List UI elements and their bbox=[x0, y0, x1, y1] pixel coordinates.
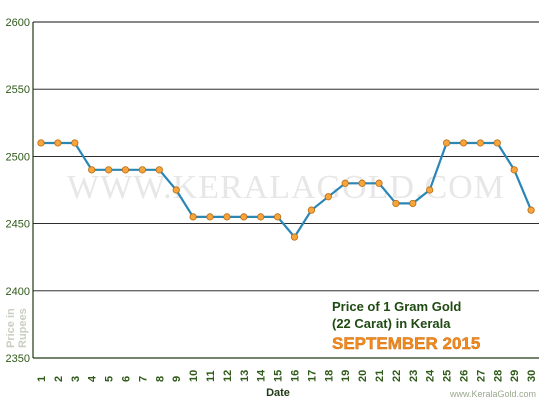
chart-subtitle: SEPTEMBER 2015 bbox=[332, 334, 480, 353]
data-point-16 bbox=[290, 233, 299, 241]
x-tick-label-13: 13 bbox=[239, 370, 251, 382]
x-tick-label-20: 20 bbox=[357, 370, 369, 382]
watermark-text: WWW.KERALAGOLD.COM bbox=[67, 169, 505, 206]
data-point-1 bbox=[37, 139, 45, 147]
data-point-8 bbox=[155, 166, 163, 174]
x-tick-label-14: 14 bbox=[256, 369, 268, 382]
data-point-23 bbox=[409, 199, 417, 208]
data-point-28 bbox=[493, 139, 501, 147]
x-tick-label-17: 17 bbox=[306, 370, 318, 382]
data-point-2 bbox=[54, 139, 62, 147]
x-tick-label-6: 6 bbox=[121, 376, 133, 382]
data-point-12 bbox=[223, 213, 231, 221]
x-tick-label-23: 23 bbox=[408, 370, 420, 382]
x-tick-label-15: 15 bbox=[273, 370, 285, 382]
x-tick-label-11: 11 bbox=[205, 370, 217, 382]
x-tick-label-24: 24 bbox=[425, 369, 437, 382]
data-point-18 bbox=[324, 193, 332, 201]
y-tick-label-2600: 2600 bbox=[6, 17, 30, 29]
y-tick-label-2500: 2500 bbox=[6, 151, 30, 163]
data-point-6 bbox=[121, 166, 130, 174]
x-tick-label-19: 19 bbox=[340, 370, 352, 382]
x-tick-label-4: 4 bbox=[87, 375, 99, 382]
chart-title-line-2: (22 Carat) in Kerala bbox=[332, 316, 451, 331]
data-point-5 bbox=[105, 166, 113, 174]
x-tick-label-29: 29 bbox=[509, 370, 521, 382]
x-tick-label-10: 10 bbox=[188, 370, 200, 382]
data-point-14 bbox=[257, 213, 265, 221]
data-point-24 bbox=[426, 186, 434, 194]
data-point-11 bbox=[206, 213, 214, 221]
data-point-22 bbox=[392, 199, 400, 208]
y-axis-label-line-1: Price in bbox=[5, 308, 17, 348]
x-tick-label-21: 21 bbox=[374, 370, 386, 382]
y-tick-label-2450: 2450 bbox=[6, 219, 30, 231]
x-tick-label-1: 1 bbox=[36, 376, 48, 382]
x-tick-label-9: 9 bbox=[171, 376, 183, 382]
credit-text: www.KeralaGold.com bbox=[449, 389, 536, 399]
x-tick-label-27: 27 bbox=[475, 370, 487, 382]
data-point-17 bbox=[307, 206, 315, 214]
data-point-15 bbox=[273, 213, 282, 221]
data-point-26 bbox=[459, 139, 468, 147]
x-tick-label-26: 26 bbox=[459, 370, 471, 382]
y-tick-label-2550: 2550 bbox=[6, 84, 30, 96]
data-point-10 bbox=[189, 213, 197, 221]
data-point-25 bbox=[442, 139, 451, 147]
x-tick-label-2: 2 bbox=[53, 376, 65, 382]
data-point-7 bbox=[138, 166, 146, 174]
x-tick-label-7: 7 bbox=[137, 376, 149, 382]
x-tick-label-18: 18 bbox=[323, 370, 335, 382]
x-tick-label-16: 16 bbox=[290, 370, 302, 382]
y-tick-label-2400: 2400 bbox=[6, 286, 30, 298]
data-point-27 bbox=[476, 139, 484, 147]
x-tick-label-5: 5 bbox=[104, 376, 116, 382]
x-tick-label-28: 28 bbox=[492, 370, 504, 382]
data-point-30 bbox=[527, 206, 535, 214]
data-point-19 bbox=[341, 179, 349, 187]
x-axis-label: Date bbox=[266, 387, 290, 399]
x-tick-label-22: 22 bbox=[391, 370, 403, 382]
x-tick-label-30: 30 bbox=[526, 370, 538, 382]
x-tick-label-3: 3 bbox=[70, 376, 82, 382]
data-point-3 bbox=[71, 139, 79, 147]
data-point-13 bbox=[240, 213, 248, 221]
data-point-9 bbox=[172, 186, 180, 194]
y-tick-label-2350: 2350 bbox=[6, 353, 30, 365]
chart-title-line-1: Price of 1 Gram Gold bbox=[332, 299, 461, 314]
data-point-21 bbox=[375, 179, 383, 187]
data-point-4 bbox=[88, 166, 96, 174]
x-tick-label-12: 12 bbox=[222, 370, 234, 382]
x-tick-label-8: 8 bbox=[154, 376, 166, 382]
y-axis-label-line-2: Rupees bbox=[17, 308, 29, 348]
x-tick-label-25: 25 bbox=[442, 370, 454, 382]
data-point-20 bbox=[358, 179, 366, 187]
data-point-29 bbox=[510, 166, 518, 174]
